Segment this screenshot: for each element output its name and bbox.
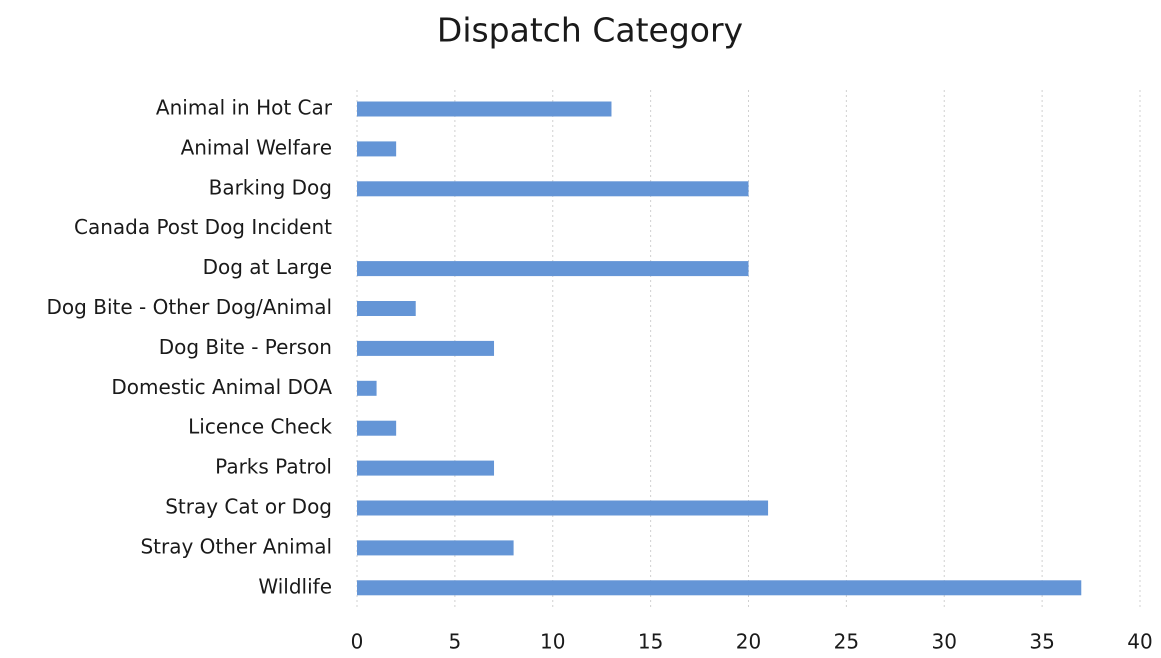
bar: [357, 340, 495, 356]
bar: [357, 420, 397, 436]
y-tick-label: Stray Cat or Dog: [165, 495, 332, 519]
bar: [357, 580, 1082, 596]
x-tick-label: 20: [736, 630, 761, 654]
x-tick-label: 15: [638, 630, 663, 654]
x-tick-label: 0: [351, 630, 364, 654]
bar: [357, 500, 769, 516]
y-tick-label: Wildlife: [258, 574, 332, 598]
y-tick-label: Licence Check: [188, 415, 332, 439]
chart-title: Dispatch Category: [437, 11, 743, 50]
x-tick-label: 25: [834, 630, 859, 654]
bar: [357, 181, 749, 197]
bar: [357, 301, 416, 316]
y-tick-label: Barking Dog: [209, 175, 332, 199]
x-tick-label: 5: [449, 630, 462, 654]
y-tick-label: Dog at Large: [203, 255, 332, 279]
y-tick-label: Canada Post Dog Incident: [74, 215, 332, 239]
y-tick-label: Animal Welfare: [181, 135, 332, 159]
bar: [357, 261, 749, 277]
y-tick-label: Animal in Hot Car: [156, 96, 333, 120]
bar: [357, 460, 495, 476]
y-tick-label: Domestic Animal DOA: [111, 375, 332, 399]
bar: [357, 380, 377, 396]
x-tick-label: 30: [932, 630, 957, 654]
x-tick-label: 40: [1127, 630, 1152, 654]
x-tick-label: 35: [1029, 630, 1054, 654]
x-tick-label: 10: [540, 630, 565, 654]
bar: [357, 101, 612, 117]
bar: [357, 540, 514, 556]
y-tick-label: Dog Bite - Person: [159, 335, 332, 359]
bar: [357, 141, 397, 157]
y-tick-label: Parks Patrol: [215, 455, 332, 479]
y-tick-label: Stray Other Animal: [140, 534, 332, 558]
y-tick-label: Dog Bite - Other Dog/Animal: [47, 295, 332, 319]
